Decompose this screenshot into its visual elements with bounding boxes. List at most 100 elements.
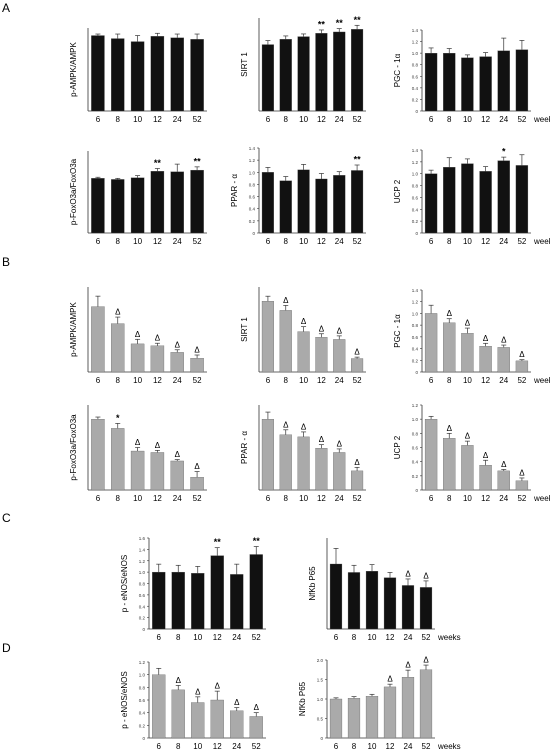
bar [497, 470, 510, 491]
weeks-label: weeks [533, 376, 550, 385]
y-tick-label: 1.6 [139, 536, 146, 541]
y-tick-label: 1.5 [317, 678, 324, 683]
bar [315, 337, 328, 373]
x-tick-label: 8 [352, 633, 357, 642]
x-tick-label: 6 [334, 742, 339, 751]
significance-mark: Δ [387, 675, 393, 684]
x-tick-label: 8 [447, 115, 452, 124]
bar [419, 669, 433, 739]
y-tick-label: 0 [142, 627, 145, 632]
bar [424, 52, 438, 112]
x-tick-label: 12 [317, 115, 326, 124]
bar [130, 450, 145, 491]
bar [424, 313, 438, 373]
bar [230, 574, 244, 630]
bar [210, 699, 224, 739]
significance-mark: Δ [194, 462, 200, 471]
bar [111, 179, 125, 234]
bar [401, 585, 415, 630]
y-tick-label: 0 [320, 736, 323, 741]
bar [279, 310, 292, 373]
significance-mark: Δ [155, 441, 161, 450]
x-tick-label: 52 [193, 115, 202, 124]
y-axis-label: PGC - 1α [393, 314, 402, 348]
significance-mark: Δ [175, 450, 181, 459]
y-tick-label: 0.4 [412, 460, 419, 465]
bar [190, 39, 204, 112]
x-tick-label: 12 [153, 115, 162, 124]
bar [297, 169, 310, 234]
x-tick-label: 8 [284, 237, 289, 246]
x-tick-label: 10 [133, 115, 142, 124]
y-tick-label: 0.8 [249, 182, 256, 187]
significance-mark: Δ [447, 424, 453, 433]
y-tick-label: 1.0 [412, 417, 419, 422]
x-tick-label: 52 [353, 494, 362, 503]
significance-mark: Δ [501, 460, 507, 469]
y-tick-label: 0 [415, 488, 418, 493]
y-tick-label: 0.8 [412, 431, 419, 436]
x-tick-label: 6 [96, 115, 101, 124]
significance-mark: Δ [405, 569, 411, 578]
weeks-label: weeks [533, 494, 550, 503]
significance-mark: Δ [115, 308, 121, 317]
x-tick-label: 52 [353, 237, 362, 246]
x-tick-label: 12 [153, 237, 162, 246]
significance-mark: Δ [354, 458, 360, 467]
x-tick-label: 12 [481, 494, 490, 503]
y-tick-label: 1.4 [412, 148, 419, 153]
y-tick-label: 0.6 [139, 593, 146, 598]
y-tick-label: 1.0 [412, 172, 419, 177]
bar [497, 50, 510, 112]
x-tick-label: 8 [284, 376, 289, 385]
significance-mark: Δ [283, 420, 289, 429]
chart-2: 0 0.2 0.4 0.6 0.8 1.0 1.2 1.4 PGC - 1α 6 8 10 12 24 52… [393, 28, 550, 124]
bar [249, 554, 263, 630]
x-tick-label: 52 [353, 376, 362, 385]
y-tick-label: 0.4 [412, 86, 419, 91]
chart-13: NfKb P65 6 8 10 12 Δ 24 Δ 52 weeks [308, 538, 461, 642]
x-tick-label: 6 [96, 376, 101, 385]
y-axis-label: p-FoxO3a/FoxO3a [69, 414, 78, 481]
bar [190, 358, 204, 373]
bar [443, 167, 456, 234]
y-tick-label: 1.2 [139, 660, 146, 665]
y-tick-label: 1.4 [139, 547, 146, 552]
x-tick-label: 8 [352, 742, 357, 751]
significance-mark: Δ [354, 348, 360, 357]
bar [351, 358, 364, 373]
y-tick-label: 1.2 [249, 158, 256, 163]
bar [150, 171, 165, 234]
x-tick-label: 8 [176, 742, 181, 751]
panel-letter-b: B [2, 255, 10, 269]
bar [461, 445, 474, 491]
y-axis-label: NfKb P65 [308, 566, 317, 601]
bar [497, 160, 510, 234]
bar [479, 346, 492, 373]
x-tick-label: 6 [157, 742, 162, 751]
bar [347, 572, 361, 630]
significance-mark: Δ [176, 676, 182, 685]
y-tick-label: 1.2 [412, 40, 419, 45]
significance-mark: Δ [301, 317, 307, 326]
x-tick-label: 12 [386, 742, 395, 751]
x-tick-label: 8 [116, 376, 121, 385]
bar [297, 331, 310, 373]
significance-mark: Δ [501, 336, 507, 345]
x-tick-label: 52 [422, 633, 431, 642]
significance-mark: ** [318, 19, 326, 29]
y-tick-label: 0.2 [412, 358, 419, 363]
significance-mark: Δ [337, 439, 343, 448]
significance-mark: Δ [175, 340, 181, 349]
bar [190, 169, 204, 234]
x-tick-label: 8 [116, 115, 121, 124]
x-tick-label: 12 [213, 742, 222, 751]
significance-mark: Δ [405, 661, 411, 670]
bar [261, 419, 274, 491]
bar [424, 419, 438, 491]
significance-mark: Δ [483, 451, 489, 460]
bar [333, 31, 346, 112]
significance-mark: ** [253, 536, 261, 546]
y-tick-label: 0.2 [139, 723, 146, 728]
y-tick-label: 0.8 [139, 685, 146, 690]
